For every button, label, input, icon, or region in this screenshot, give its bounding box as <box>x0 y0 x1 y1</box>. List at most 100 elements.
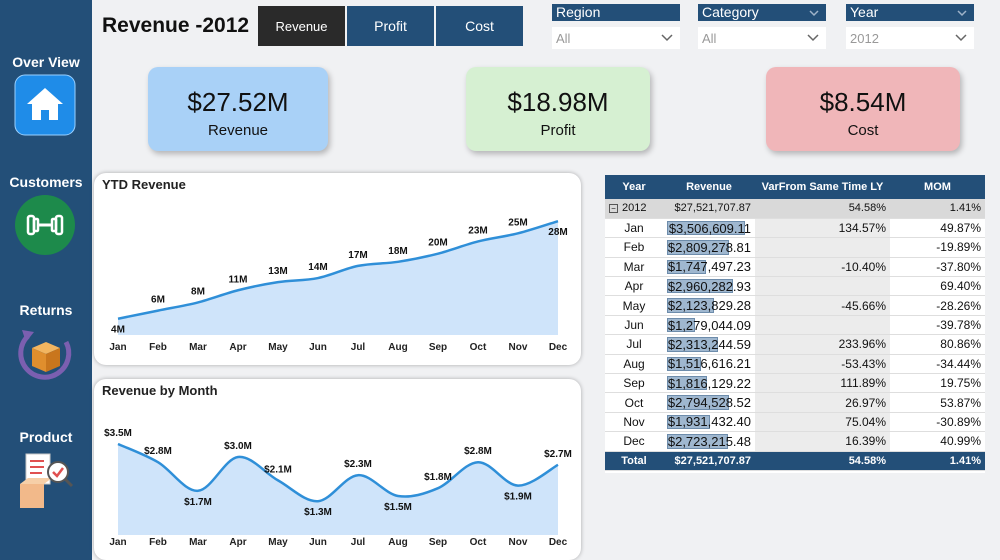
data-label: 14M <box>308 262 327 273</box>
table-row[interactable]: Jan $3,506,609.11 134.57% 49.87% <box>605 218 985 239</box>
revenue-databar <box>667 395 730 410</box>
slicer-region-label: Region <box>552 4 680 21</box>
data-label: 13M <box>268 266 287 277</box>
slicer-year-label: Year <box>846 4 974 21</box>
home-icon[interactable] <box>14 74 76 136</box>
column-header[interactable]: Revenue <box>663 175 755 199</box>
month-cell: Jan <box>605 218 663 239</box>
data-label: $2.7M <box>544 449 572 460</box>
total-mom: 1.41% <box>890 451 985 471</box>
sidebar-item-returns[interactable]: Returns <box>0 302 92 318</box>
month-cell: Aug <box>605 354 663 375</box>
kpi-label: Profit <box>540 122 576 139</box>
collapse-icon[interactable]: − <box>609 204 618 214</box>
data-label: $3.0M <box>224 441 252 452</box>
sidebar-item-customers[interactable]: Customers <box>0 174 92 190</box>
var-cell: 26.97% <box>755 392 890 413</box>
x-tick-label: Apr <box>229 342 246 353</box>
product-checklist-icon[interactable] <box>14 450 76 512</box>
revenue-databar <box>667 376 708 391</box>
table-row[interactable]: Feb $2,809,278.81 -19.89% <box>605 237 985 258</box>
table-row[interactable]: Nov $1,931,432.40 75.04% -30.89% <box>605 412 985 433</box>
sidebar-item-overview[interactable]: Over View <box>0 54 92 70</box>
data-label: 6M <box>151 295 165 306</box>
kpi-cost: $8.54M Cost <box>766 67 960 151</box>
total-var: 54.58% <box>755 451 890 471</box>
dumbbell-icon[interactable] <box>14 194 76 256</box>
table-row[interactable]: Mar $1,747,497.23 -10.40% -37.80% <box>605 257 985 278</box>
revenue-databar <box>667 240 730 255</box>
table-row[interactable]: Jul $2,313,244.59 233.96% 80.86% <box>605 334 985 355</box>
revenue-cell: $2,313,244.59 <box>663 334 755 355</box>
var-cell: 233.96% <box>755 334 890 355</box>
column-header[interactable]: MOM <box>890 175 985 199</box>
sidebar-item-label: Over View <box>12 54 80 70</box>
month-cell: Jun <box>605 315 663 336</box>
revenue-cell: $3,506,609.11 <box>663 218 755 239</box>
table-row[interactable]: Dec $2,723,215.48 16.39% 40.99% <box>605 431 985 452</box>
tab-profit[interactable]: Profit <box>347 6 434 46</box>
x-tick-label: Jun <box>309 537 327 548</box>
month-cell: Mar <box>605 257 663 278</box>
revenue-databar <box>667 220 745 236</box>
revenue-table: Year Revenue VarFrom Same Time LY MOM −2… <box>605 175 985 473</box>
mom-cell: 49.87% <box>890 218 985 239</box>
var-cell: 16.39% <box>755 431 890 452</box>
tab-revenue[interactable]: Revenue <box>258 6 345 46</box>
month-cell: Dec <box>605 431 663 452</box>
table-row[interactable]: Aug $1,516,616.21 -53.43% -34.44% <box>605 354 985 375</box>
category-dropdown[interactable]: All <box>698 27 826 49</box>
table-year-row: −2012 $27,521,707.87 54.58% 1.41% <box>605 199 985 219</box>
table-row[interactable]: Jun $1,279,044.09 -39.78% <box>605 315 985 336</box>
x-tick-label: Oct <box>470 342 487 353</box>
return-box-icon[interactable] <box>14 322 76 384</box>
area-fill <box>118 221 558 335</box>
chevron-down-icon <box>807 34 819 42</box>
var-cell: -10.40% <box>755 257 890 278</box>
table-row[interactable]: Oct $2,794,528.52 26.97% 53.87% <box>605 392 985 413</box>
chart-title: Revenue by Month <box>102 383 218 398</box>
data-label: 23M <box>468 225 487 236</box>
revenue-cell: $1,931,432.40 <box>663 412 755 433</box>
x-tick-label: Sep <box>429 537 447 548</box>
mom-cell: 69.40% <box>890 276 985 297</box>
mom-cell: -30.89% <box>890 412 985 433</box>
x-tick-label: Jul <box>351 342 366 353</box>
year-revenue: $27,521,707.87 <box>663 199 755 219</box>
chevron-down-icon <box>955 34 967 42</box>
column-header[interactable]: Year <box>605 175 663 199</box>
table-row[interactable]: May $2,123,829.28 -45.66% -28.26% <box>605 295 985 316</box>
sidebar-item-label: Customers <box>9 174 83 190</box>
year-dropdown[interactable]: 2012 <box>846 27 974 49</box>
chevron-down-icon <box>661 34 673 42</box>
region-dropdown[interactable]: All <box>552 27 680 49</box>
clear-selection-icon[interactable] <box>956 7 968 19</box>
revenue-databar <box>667 298 715 313</box>
revenue-databar <box>667 337 719 352</box>
x-tick-label: Jan <box>109 537 126 548</box>
kpi-value: $27.52M <box>187 87 289 117</box>
x-tick-label: Jun <box>309 342 327 353</box>
mom-cell: -19.89% <box>890 237 985 258</box>
slicer-category: Category All <box>698 4 826 49</box>
sidebar-item-product[interactable]: Product <box>0 429 92 445</box>
data-label: $2.8M <box>144 446 172 457</box>
data-label: 18M <box>388 246 407 257</box>
tab-cost[interactable]: Cost <box>436 6 523 46</box>
table-row[interactable]: Sep $1,816,129.22 111.89% 19.75% <box>605 373 985 394</box>
data-label: $3.5M <box>104 428 132 439</box>
data-label: $1.9M <box>504 492 532 503</box>
var-cell <box>755 276 890 297</box>
mom-cell: -37.80% <box>890 257 985 278</box>
data-label: $2.8M <box>464 446 492 457</box>
x-tick-label: Dec <box>549 537 568 548</box>
revenue-cell: $2,123,829.28 <box>663 295 755 316</box>
column-header[interactable]: VarFrom Same Time LY <box>755 175 890 199</box>
x-tick-label: Jan <box>109 342 126 353</box>
clear-selection-icon[interactable] <box>808 7 820 19</box>
year-var: 54.58% <box>755 199 890 219</box>
series-line <box>117 442 559 503</box>
table-row[interactable]: Apr $2,960,282.93 69.40% <box>605 276 985 297</box>
x-tick-label: Aug <box>388 342 407 353</box>
revenue-cell: $2,960,282.93 <box>663 276 755 297</box>
